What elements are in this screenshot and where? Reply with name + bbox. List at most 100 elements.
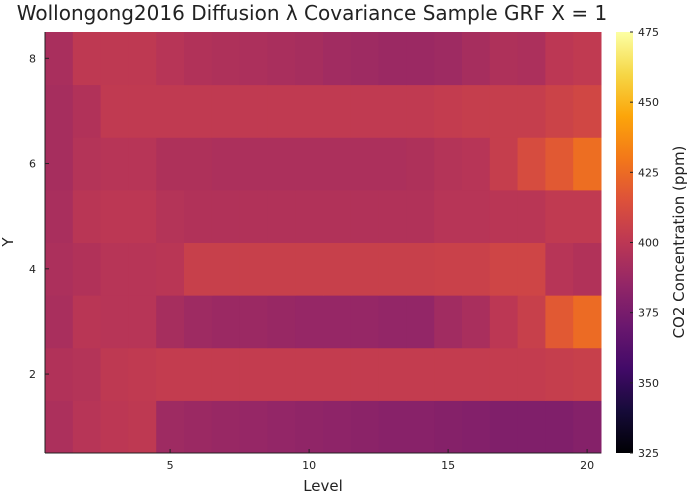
colorbar-tick-label: 325 <box>638 447 659 460</box>
heatmap-cell <box>45 189 74 243</box>
heatmap-cell <box>267 137 296 191</box>
y-tick-label: 6 <box>29 158 36 171</box>
heatmap-cell <box>72 295 102 349</box>
heatmap-cell <box>350 347 380 401</box>
colorbar-tick-label: 400 <box>638 237 659 250</box>
heatmap-cell <box>406 347 435 401</box>
heatmap-cell <box>573 189 602 243</box>
heatmap-cell <box>72 347 102 401</box>
heatmap-cell <box>517 347 546 401</box>
heatmap-cell <box>72 189 102 243</box>
heatmap-cell <box>184 347 213 401</box>
plot-axes: 5 10 15 20 2 4 6 8 <box>29 32 601 472</box>
heatmap-cell <box>184 84 213 138</box>
heatmap-cell <box>45 400 74 454</box>
heatmap-cell <box>573 137 602 191</box>
heatmap-cell <box>489 32 519 86</box>
colorbar: 325 350 375 400 425 450 475 <box>616 26 659 460</box>
x-tick-label: 20 <box>580 459 594 472</box>
heatmap-cell <box>184 32 213 86</box>
heatmap-cell <box>295 189 324 243</box>
heatmap-cell <box>267 84 296 138</box>
heatmap-cell <box>211 400 241 454</box>
y-axis-label: Y <box>0 237 17 248</box>
y-tick-label: 8 <box>29 52 36 65</box>
heatmap-cell <box>295 295 324 349</box>
heatmap-cell <box>323 84 352 138</box>
heatmap-cell <box>211 295 241 349</box>
heatmap-cell <box>462 242 491 296</box>
heatmap-cell <box>100 137 129 191</box>
heatmap-cell <box>45 137 74 191</box>
heatmap-cell <box>295 32 324 86</box>
heatmap-cell <box>378 32 407 86</box>
chart-title: Wollongong2016 Diffusion λ Covariance Sa… <box>17 1 607 25</box>
heatmap-cell <box>462 84 491 138</box>
heatmap-cell <box>184 400 213 454</box>
heatmap-cell <box>267 242 296 296</box>
heatmap-cell <box>545 137 574 191</box>
heatmap-cell <box>72 84 102 138</box>
heatmap-cell <box>517 295 546 349</box>
heatmap-cell <box>211 84 241 138</box>
heatmap-cell <box>295 242 324 296</box>
heatmap-cell <box>295 137 324 191</box>
heatmap-cell <box>45 32 74 86</box>
heatmap-cell <box>378 84 407 138</box>
heatmap-cell <box>350 295 380 349</box>
heatmap-cell <box>184 295 213 349</box>
heatmap-cell <box>128 347 157 401</box>
heatmap-cell <box>406 137 435 191</box>
y-tick-label: 2 <box>29 368 36 381</box>
heatmap-cell <box>545 84 574 138</box>
heatmap-cell <box>184 137 213 191</box>
heatmap-cell <box>211 242 241 296</box>
heatmap-cell <box>267 295 296 349</box>
heatmap-cell <box>406 400 435 454</box>
heatmap-cell <box>406 242 435 296</box>
x-tick-label: 10 <box>302 459 316 472</box>
heatmap-cell <box>156 242 185 296</box>
heatmap-cell <box>45 242 74 296</box>
heatmap-cell <box>545 242 574 296</box>
heatmap-cell <box>489 137 519 191</box>
heatmap-cell <box>45 84 74 138</box>
colorbar-tick-label: 375 <box>638 307 659 320</box>
heatmap-cell <box>489 295 519 349</box>
x-axis-label: Level <box>303 477 343 495</box>
heatmap-cell <box>462 137 491 191</box>
heatmap-cell <box>239 189 268 243</box>
heatmap-cell <box>573 32 602 86</box>
heatmap-cell <box>545 347 574 401</box>
heatmap-cell <box>323 32 352 86</box>
heatmap-cell <box>434 242 463 296</box>
heatmap-cell <box>573 295 602 349</box>
heatmap-cell <box>156 400 185 454</box>
heatmap-cell <box>517 84 546 138</box>
heatmap-cell <box>406 189 435 243</box>
heatmap-cell <box>434 347 463 401</box>
y-tick-label: 4 <box>29 263 36 276</box>
heatmap-cell <box>573 347 602 401</box>
heatmap-cell <box>378 295 407 349</box>
heatmap-cell <box>323 189 352 243</box>
heatmap-cell <box>323 347 352 401</box>
heatmap-cell <box>239 347 268 401</box>
heatmap-cell <box>462 189 491 243</box>
heatmap-cell <box>156 347 185 401</box>
heatmap-cell <box>517 242 546 296</box>
colorbar-tick-label: 425 <box>638 166 659 179</box>
heatmap-cell <box>545 32 574 86</box>
heatmap-cell <box>378 347 407 401</box>
heatmap-cell <box>211 347 241 401</box>
heatmap-cell <box>573 84 602 138</box>
heatmap-cell <box>239 400 268 454</box>
heatmap-cell <box>128 400 157 454</box>
heatmap-cell <box>489 242 519 296</box>
heatmap-cell <box>211 189 241 243</box>
heatmap-cell <box>267 32 296 86</box>
heatmap-cell <box>128 32 157 86</box>
heatmap-cell <box>545 295 574 349</box>
heatmap-cell <box>517 137 546 191</box>
